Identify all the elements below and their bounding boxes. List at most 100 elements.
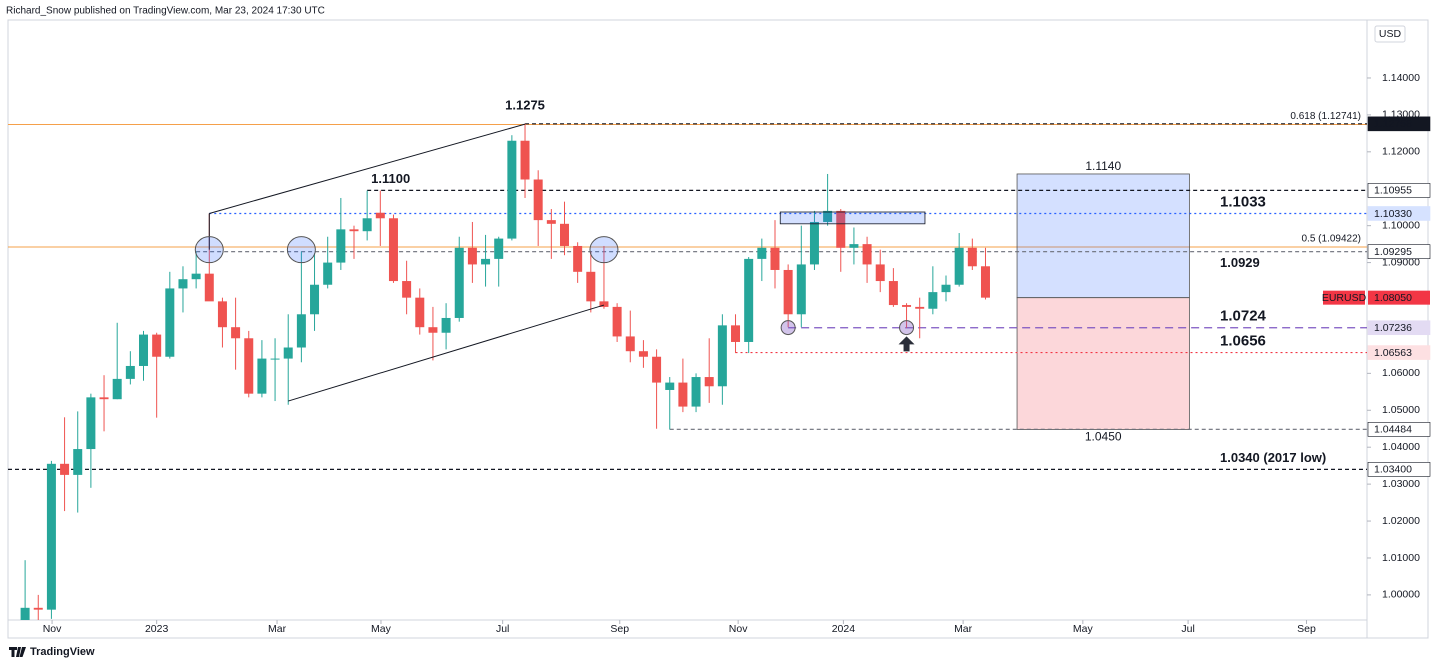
candle-body [46, 463, 56, 610]
x-tick-label: Sep [1297, 623, 1316, 635]
candle-body [375, 212, 385, 219]
currency-box[interactable] [1374, 25, 1406, 43]
symbol-tag-label: EURUSD [1322, 292, 1367, 304]
y-tick-label: 1.14000 [1382, 72, 1420, 84]
candle-body [665, 382, 675, 390]
level-note: 1.1033 [1220, 193, 1266, 210]
candle-body [770, 247, 780, 270]
highlight-ellipse [194, 236, 224, 264]
y-tick-label: 1.01000 [1382, 552, 1420, 564]
x-tick-label: Jul [1181, 623, 1194, 635]
y-tick-label: 1.00000 [1382, 589, 1420, 601]
candle-body [270, 358, 280, 360]
position-stop-zone [1016, 297, 1190, 430]
y-tick-label: 1.03000 [1382, 478, 1420, 490]
candle-body [178, 279, 188, 289]
candle-body [362, 218, 372, 232]
candle-body [336, 229, 346, 263]
candle-body [415, 297, 425, 328]
price-tag [1367, 462, 1431, 477]
level-note: 1.0656 [1220, 333, 1266, 350]
x-tick-label: 2023 [145, 623, 169, 635]
candle-body [244, 338, 254, 394]
candle-body [612, 306, 622, 337]
candle-body [809, 221, 819, 265]
candle-body [836, 210, 846, 248]
x-tick-label: Sep [610, 623, 629, 635]
arrow-marker [898, 336, 915, 352]
fib-label: 0.5 (1.09422) [1302, 234, 1362, 245]
candle-body [691, 377, 701, 407]
candle-body [849, 244, 859, 248]
fib-label: 0.618 (1.12741) [1290, 111, 1361, 122]
y-tick-label: 1.09000 [1382, 256, 1420, 268]
highlight-circle [780, 320, 796, 336]
symbol-tag [1323, 290, 1365, 305]
resistance-zone [779, 211, 926, 225]
candle-body [86, 397, 96, 450]
candle-body [533, 179, 543, 221]
candle-body [60, 463, 70, 475]
last-price-tag [1368, 290, 1430, 305]
price-tag [1367, 345, 1431, 360]
candle-body [73, 449, 83, 475]
candle-body [507, 140, 517, 239]
price-tag [1367, 320, 1431, 336]
x-tick-label: May [1073, 623, 1094, 635]
price-tag [1367, 422, 1431, 437]
x-tick-label: May [371, 623, 392, 635]
y-tick-label: 1.04000 [1382, 441, 1420, 453]
candle-body [678, 382, 688, 407]
candle-body [191, 273, 201, 280]
candle-body [823, 210, 833, 222]
level-note: 1.0929 [1220, 255, 1260, 270]
price-tag [1367, 183, 1431, 198]
header: Richard_Snow published on TradingView.co… [6, 6, 325, 17]
candle-body [559, 223, 569, 246]
candle-body [546, 220, 556, 224]
candle-body [757, 247, 767, 259]
candle-body [257, 358, 267, 394]
price-tag-label: 1.10955 [1374, 185, 1412, 197]
candle-body [494, 238, 504, 259]
highlight-ellipse [286, 236, 316, 264]
level-note: 1.0340 (2017 low) [1220, 450, 1326, 465]
candle-body [217, 301, 227, 328]
candle-body [704, 377, 714, 387]
y-tick-label: 1.10000 [1382, 219, 1420, 231]
price-tag-label: 1.09295 [1374, 246, 1412, 258]
candle-body [902, 305, 912, 307]
candle-body [99, 397, 109, 400]
y-tick-label: 1.05000 [1382, 404, 1420, 416]
plot-area: 0.618 (1.12741) 0.5 (1.09422) 1.1140 1.0450… [8, 97, 1367, 620]
candle-body [454, 247, 464, 318]
y-tick-label: 1.06000 [1382, 367, 1420, 379]
candle-body [467, 247, 477, 265]
candle-body [573, 245, 583, 272]
price-tag-label: 1.06563 [1374, 347, 1412, 359]
price-tag [1367, 116, 1431, 132]
candle-body [862, 244, 872, 265]
candle-body [520, 140, 530, 180]
candle-body [231, 327, 241, 339]
candle-body [638, 351, 648, 357]
y-tick-label: 1.02000 [1382, 515, 1420, 527]
price-tag-label: 1.03400 [1374, 464, 1412, 476]
x-tick-label: Jul [496, 623, 509, 635]
candle-body [928, 292, 938, 309]
x-tick-label: 2024 [832, 623, 856, 635]
candle-body [652, 356, 662, 383]
position-stop-label: 1.0450 [1085, 430, 1122, 444]
candle-body [441, 317, 451, 333]
candle-body [152, 334, 162, 357]
candle-body [349, 229, 359, 232]
candle-body [125, 365, 135, 379]
x-tick-label: Nov [43, 623, 62, 635]
logo-mark [9, 647, 26, 657]
candle-body [744, 258, 754, 342]
trendline [288, 304, 605, 402]
candle-body [33, 607, 43, 610]
candle-body [875, 264, 885, 282]
